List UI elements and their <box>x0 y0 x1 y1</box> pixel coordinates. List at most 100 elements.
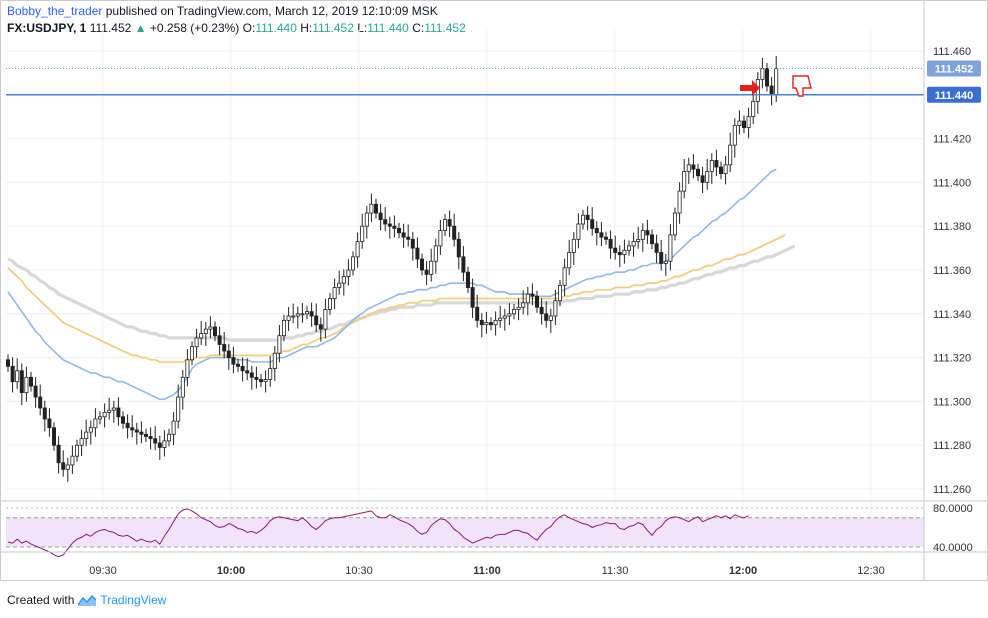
y-tick-label: 111.380 <box>933 221 971 233</box>
candle-body <box>562 267 567 286</box>
candle-body <box>143 433 148 437</box>
candle-body <box>291 315 296 318</box>
candle-body <box>332 287 337 299</box>
candle-body <box>617 252 622 256</box>
candle-body <box>314 315 319 326</box>
candle-body <box>709 160 714 172</box>
candle-body <box>125 422 130 429</box>
candle-body <box>33 385 38 398</box>
candle-body <box>341 276 346 284</box>
y-tick-label: 111.300 <box>933 396 971 408</box>
candle-body <box>732 125 737 146</box>
low-value: 111.440 <box>367 21 409 35</box>
candle-body <box>286 315 291 321</box>
candle-body <box>327 298 332 310</box>
candle-body <box>700 175 705 183</box>
candle-body <box>452 225 457 240</box>
candle-body <box>714 160 719 168</box>
candle-body <box>442 219 447 231</box>
candle-body <box>61 462 66 470</box>
candle-body <box>723 164 728 175</box>
chart-grid <box>6 30 924 552</box>
candle-body <box>581 214 586 225</box>
price-chart[interactable]: 111.460 111.440 111.420 111.400 111.380 111.3… <box>0 0 988 590</box>
candle-body <box>479 319 484 326</box>
thumbs-down-icon <box>792 75 812 97</box>
created-with-text: Created with <box>7 593 75 607</box>
candle-body <box>139 431 144 435</box>
candle-body <box>47 418 52 429</box>
y-tick-label: 111.420 <box>933 134 971 146</box>
candle-body <box>396 227 401 234</box>
candle-body <box>180 376 185 398</box>
up-triangle-icon: ▲ <box>134 21 147 35</box>
candle-body <box>774 68 779 96</box>
horizontal-line-label: 111.440 <box>935 90 974 102</box>
candle-body <box>498 317 503 321</box>
candle-body <box>521 302 526 308</box>
candle-body <box>373 203 378 214</box>
candle-body <box>627 245 632 251</box>
x-tick-label: 12:30 <box>857 565 885 577</box>
candle-body <box>199 333 204 339</box>
candle-body <box>461 256 466 273</box>
candle-body <box>737 120 742 126</box>
candle-body <box>585 214 590 221</box>
footer: Created with TradingView <box>7 593 166 607</box>
candle-body <box>98 416 103 420</box>
candle-body <box>272 352 277 369</box>
candle-body <box>258 379 263 383</box>
rsi-band <box>6 517 924 547</box>
candle-body <box>590 219 595 229</box>
candlesticks <box>6 55 779 482</box>
candle-body <box>659 252 664 264</box>
candle-body <box>429 260 434 275</box>
candle-body <box>309 311 314 317</box>
candle-body <box>576 223 581 240</box>
candle-body <box>544 313 549 321</box>
y-tick-label: 111.460 <box>933 46 971 58</box>
candle-body <box>470 287 475 308</box>
candle-body <box>415 247 420 260</box>
candle-body <box>75 444 80 457</box>
candle-body <box>742 120 747 129</box>
candle-body <box>645 230 650 236</box>
candle-body <box>52 427 57 446</box>
author-name[interactable]: Bobby_the_trader <box>7 4 103 18</box>
tradingview-brand[interactable]: TradingView <box>100 593 167 607</box>
rsi-tick-label: 40.0000 <box>933 542 973 554</box>
x-tick-label: 12:00 <box>729 565 757 577</box>
candle-body <box>594 227 599 234</box>
candle-body <box>691 164 696 170</box>
candle-body <box>465 271 470 288</box>
candle-body <box>401 232 406 238</box>
open-value: 111.440 <box>255 21 297 35</box>
candle-body <box>760 68 765 80</box>
x-tick-label: 10:00 <box>217 565 245 577</box>
candle-body <box>673 212 678 236</box>
candle-body <box>751 100 756 118</box>
candle-body <box>419 258 424 271</box>
y-tick-label: 111.400 <box>933 177 971 189</box>
candle-body <box>222 344 227 352</box>
candle-body <box>130 427 135 431</box>
candle-body <box>231 357 236 365</box>
candle-body <box>121 416 126 424</box>
candle-body <box>217 335 222 345</box>
candle-body <box>424 269 429 275</box>
x-tick-label: 09:30 <box>89 565 117 577</box>
candle-body <box>70 455 75 466</box>
candle-body <box>304 311 309 315</box>
candle-body <box>622 249 627 256</box>
candle-body <box>392 225 397 229</box>
red-arrow-icon <box>740 80 760 96</box>
candle-body <box>153 438 158 444</box>
price-change: +0.258 (+0.23%) <box>149 21 240 35</box>
chart-overlays <box>6 67 924 97</box>
candle-body <box>654 243 659 253</box>
candle-body <box>493 319 498 326</box>
candle-body <box>746 116 751 129</box>
candle-body <box>84 431 89 440</box>
last-price-label: 111.452 <box>935 63 974 75</box>
candle-body <box>116 407 121 418</box>
